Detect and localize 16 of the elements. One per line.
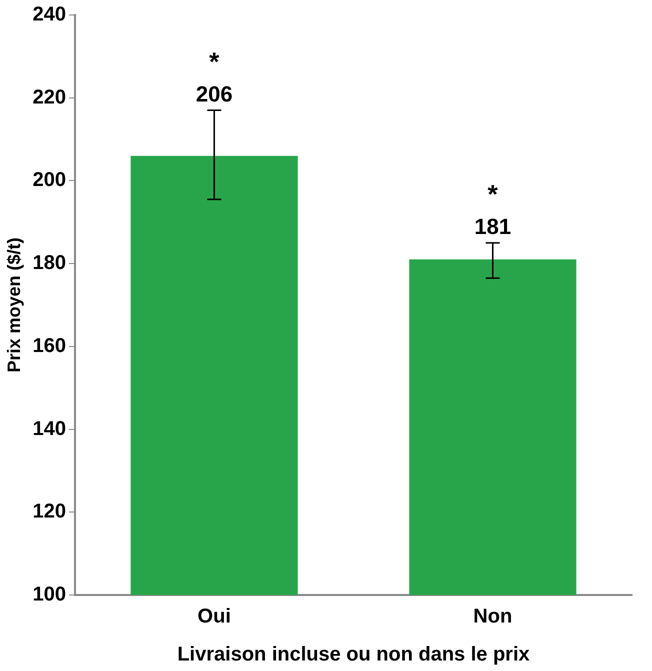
y-tick-label: 140: [32, 418, 66, 440]
x-tick-label: Oui: [198, 606, 231, 628]
x-axis-title: Livraison incluse ou non dans le prix: [177, 644, 530, 666]
y-tick-label: 220: [32, 86, 66, 108]
y-tick-label: 180: [32, 252, 66, 274]
y-tick-label: 160: [32, 334, 66, 357]
y-tick-label: 200: [32, 169, 66, 192]
y-axis-title: Prix moyen ($/t): [4, 237, 24, 373]
x-tick-label: Non: [473, 606, 512, 628]
y-tick-label: 120: [32, 500, 66, 523]
data-label: 181: [474, 214, 512, 239]
annotation: *: [209, 46, 220, 76]
y-tick-label: 240: [32, 4, 66, 26]
data-label: 206: [196, 81, 233, 106]
y-tick-label: 100: [32, 584, 66, 606]
annotation: *: [488, 179, 499, 210]
